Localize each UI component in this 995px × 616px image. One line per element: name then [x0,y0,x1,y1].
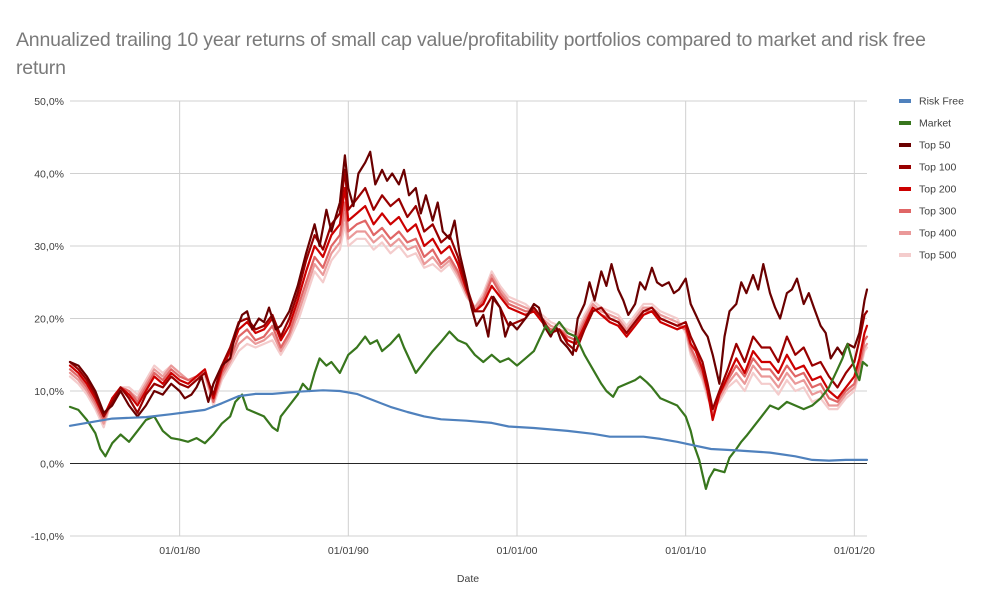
legend-item-top-300[interactable]: Top 300 [899,206,957,218]
legend-item-market[interactable]: Market [899,118,951,130]
y-tick-label: 0,0% [40,459,64,471]
legend-label: Top 300 [919,206,957,218]
legend-item-top-200[interactable]: Top 200 [899,184,957,196]
legend-swatch [899,209,911,213]
legend-label: Top 500 [919,250,957,262]
chart-title: Annualized trailing 10 year returns of s… [16,29,926,79]
y-axis: 50,0% 40,0% 30,0% 20,0% 10,0% 0,0% -10,0% [31,96,64,543]
legend-item-risk-free[interactable]: Risk Free [899,96,964,108]
legend-label: Top 200 [919,184,957,196]
y-tick-label: 10,0% [34,386,64,398]
series-line-top-100 [68,168,869,418]
legend-item-top-500[interactable]: Top 500 [899,250,957,262]
y-tick-label: 40,0% [34,169,64,181]
x-tick-label: 01/01/10 [665,545,706,557]
legend: Risk Free Market Top 50 Top 100 Top 200 Top 3… [899,96,964,262]
legend-swatch [899,165,911,169]
y-tick-label: -10,0% [31,531,64,543]
legend-swatch [899,253,911,257]
legend-swatch [899,231,911,235]
plot-area [68,150,869,490]
legend-label: Top 100 [919,162,957,174]
legend-label: Top 50 [919,140,951,152]
legend-swatch [899,99,911,103]
legend-item-top-400[interactable]: Top 400 [899,228,957,240]
x-tick-label: 01/01/20 [834,545,875,557]
legend-item-top-50[interactable]: Top 50 [899,140,951,152]
y-tick-label: 20,0% [34,314,64,326]
y-tick-label: 50,0% [34,96,64,108]
legend-swatch [899,187,911,191]
legend-swatch [899,143,911,147]
x-tick-label: 01/01/00 [497,545,538,557]
x-tick-label: 01/01/80 [159,545,200,557]
legend-label: Top 400 [919,228,957,240]
gridlines [70,100,867,537]
x-axis-title: Date [457,573,479,585]
legend-label: Market [919,118,951,130]
x-axis: 01/01/80 01/01/90 01/01/00 01/01/10 01/01/20 [159,545,875,557]
x-tick-label: 01/01/90 [328,545,369,557]
series-line-risk-free [68,389,869,462]
legend-item-top-100[interactable]: Top 100 [899,162,957,174]
legend-swatch [899,121,911,125]
y-tick-label: 30,0% [34,241,64,253]
legend-label: Risk Free [919,96,964,108]
